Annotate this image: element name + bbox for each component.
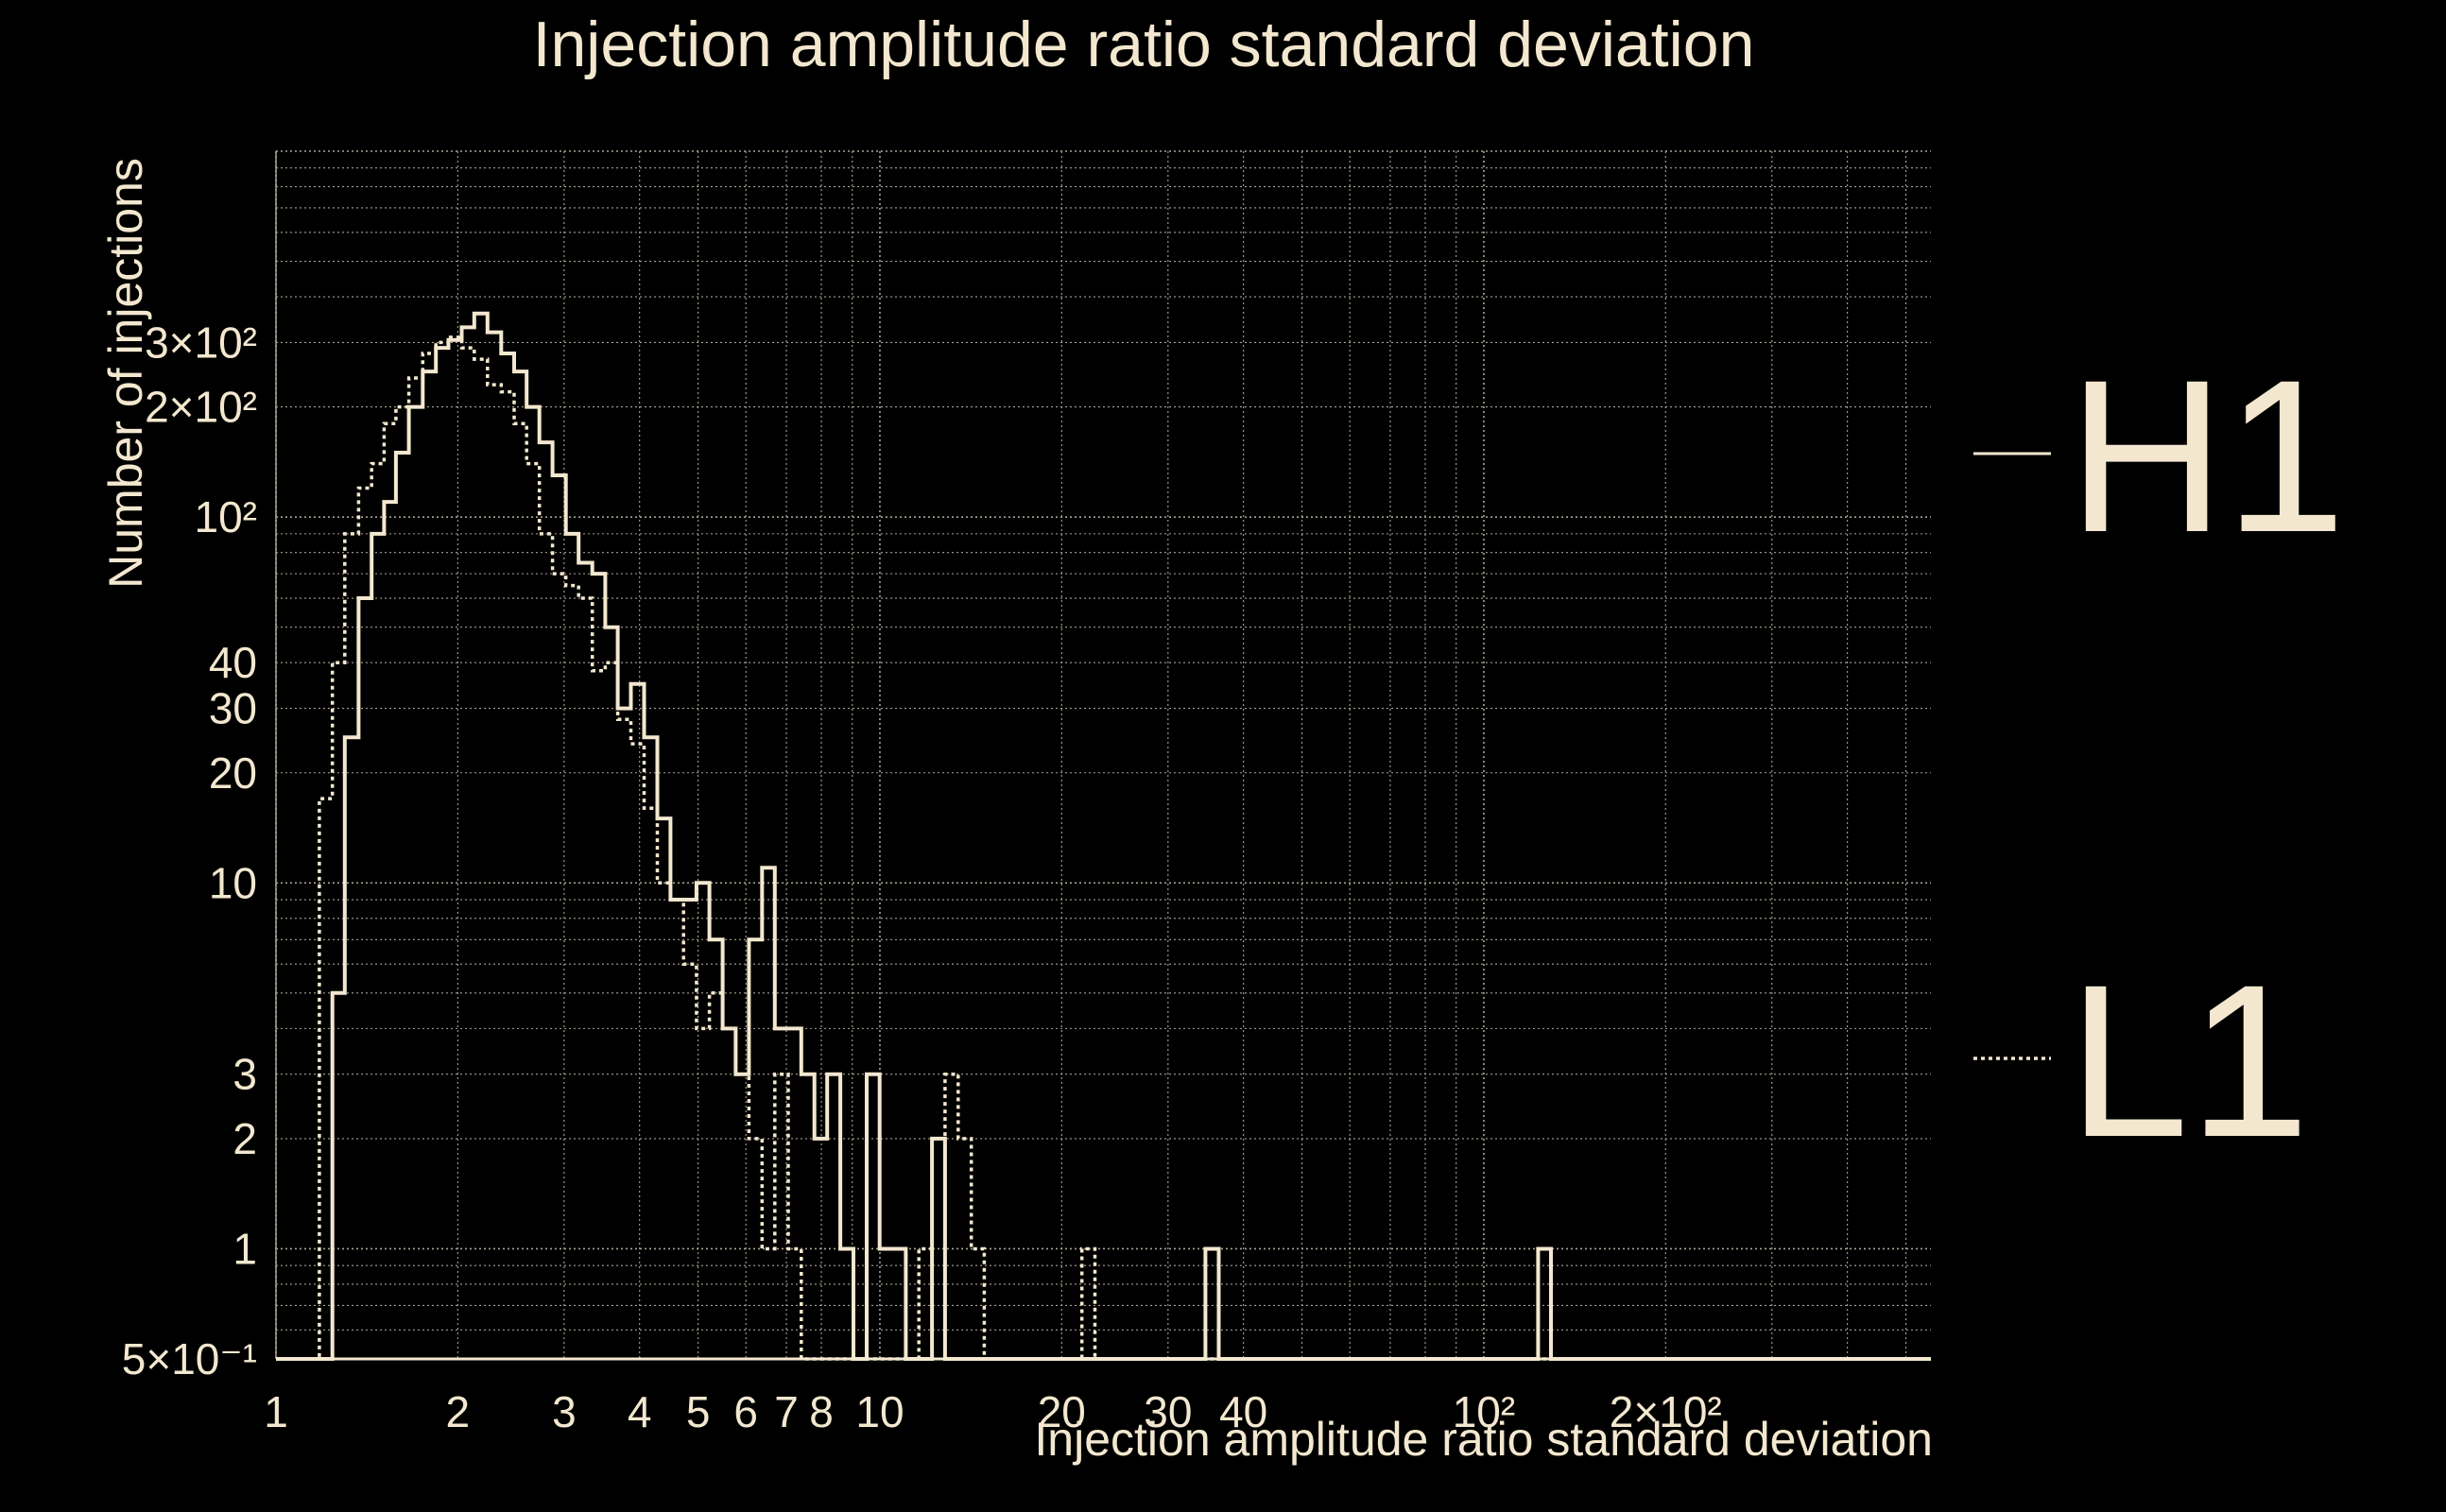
x-tick-label: 6 [733,1387,758,1436]
x-tick-label: 20 [1038,1387,1086,1436]
x-tick-label: 10² [1453,1387,1515,1436]
legend: H1 L1 [1973,335,2346,1182]
y-tick-label: 5×10⁻¹ [122,1334,257,1383]
axes-frame [275,150,1931,1361]
x-axis-label: Injection amplitude ratio standard devia… [1034,1413,1933,1466]
y-tick-label: 3×10² [145,318,257,367]
series-lines [276,311,1931,1361]
x-tick-label: 5 [686,1387,711,1436]
legend-l1-label: L1 [2068,939,2310,1182]
y-tick-label: 2 [233,1114,257,1163]
legend-h1-label: H1 [2068,335,2346,577]
series-h1-line [276,311,1931,1361]
x-tick-label: 3 [552,1387,577,1436]
y-tick-label: 3 [233,1050,257,1099]
x-tick-label: 30 [1144,1387,1192,1436]
x-tick-label: 40 [1219,1387,1267,1436]
y-tick-label: 2×10² [145,383,257,432]
y-tick-label: 10 [209,858,257,907]
grid-lines [275,151,1931,1360]
y-tick-label: 30 [209,684,257,733]
y-axis-label: Number of injections [99,158,152,589]
x-tick-label: 2 [446,1387,471,1436]
y-tick-label: 40 [209,638,257,687]
x-tick-label: 2×10² [1610,1387,1722,1436]
y-tick-label: 1 [233,1224,257,1273]
x-tick-label: 8 [809,1387,834,1436]
x-tick-labels: 1 2 3 4 5 6 7 8 10 20 30 40 10² 2×10² [264,1387,1722,1436]
x-tick-label: 7 [774,1387,799,1436]
x-tick-label: 1 [264,1387,288,1436]
chart-title: Injection amplitude ratio standard devia… [533,9,1755,80]
y-tick-label: 20 [209,748,257,798]
x-tick-label: 4 [628,1387,652,1436]
y-tick-label: 10² [195,492,257,541]
x-tick-label: 10 [855,1387,904,1436]
series-l1-line [276,335,1931,1361]
